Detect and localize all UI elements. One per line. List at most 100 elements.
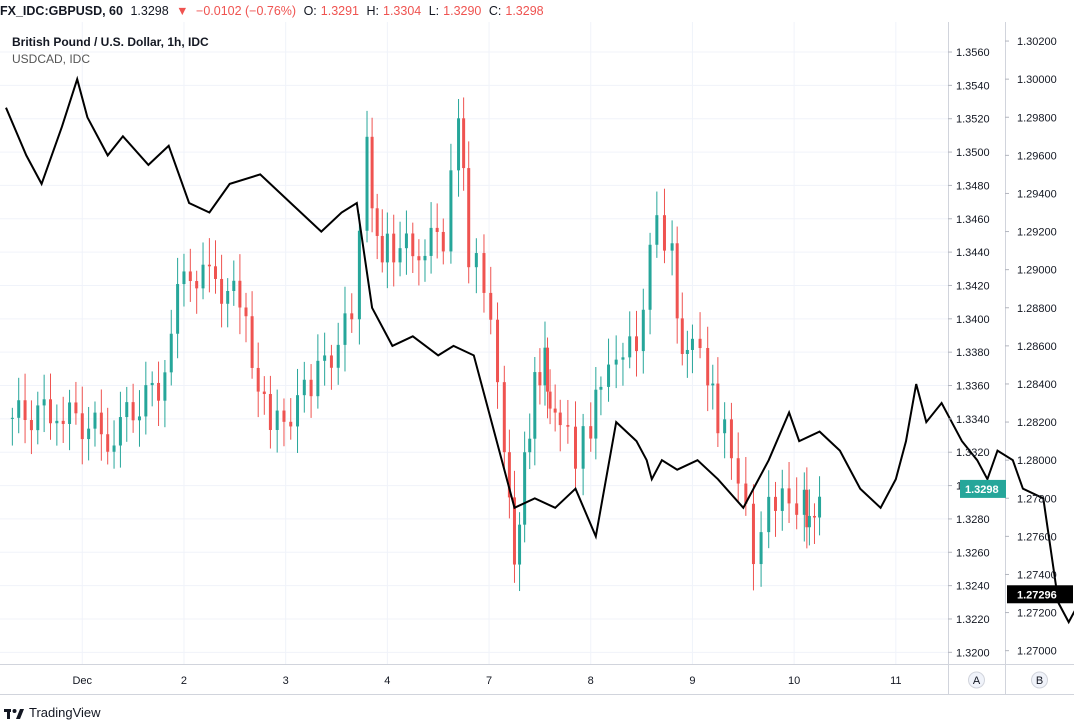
candle-body — [482, 253, 486, 293]
price-axis-a-label: 1.3360 — [956, 381, 990, 393]
time-axis-label: 3 — [283, 675, 289, 687]
price-axis-b: 1.30200 1.30000 1.29800 1.29600 1.29400 1.292… — [1005, 36, 1057, 658]
candle-body — [628, 336, 632, 358]
time-axis: Dec 2 3 4 7 8 9 10 11 — [72, 675, 901, 687]
axis-a-button[interactable] — [968, 671, 985, 689]
candle-body — [182, 271, 186, 285]
last-price-tag-label: 1.3298 — [965, 484, 999, 496]
price-axis-a-label: 1.3260 — [956, 547, 990, 559]
symbol-label[interactable]: FX_IDC:GBPUSD, 60 — [0, 4, 123, 18]
candle-body — [343, 313, 347, 345]
candle-body — [675, 243, 679, 319]
candle-body — [207, 264, 211, 267]
candle-body — [404, 233, 408, 249]
candle-body — [329, 355, 333, 368]
price-axis-a-label: 1.3380 — [956, 347, 990, 359]
time-axis-label: 8 — [588, 675, 594, 687]
candle-body — [807, 515, 811, 528]
candle-body — [375, 208, 379, 236]
candle-body — [268, 393, 272, 430]
price-axis-a-label: 1.3220 — [956, 614, 990, 626]
time-axis-label: 4 — [384, 675, 390, 687]
price-axis-a-label: 1.3560 — [956, 47, 990, 59]
axis-b-label: B — [1036, 675, 1043, 687]
candle-body — [496, 319, 500, 383]
candle-body — [711, 383, 715, 386]
candle-body — [256, 367, 260, 392]
price-axis-a: 1.3560 1.3540 1.3520 1.3500 1.3480 1.3460 1.34… — [948, 47, 990, 659]
time-axis-label: Dec — [72, 675, 92, 687]
candle-body — [780, 488, 784, 511]
candle-body — [767, 496, 771, 533]
candle-body — [751, 503, 755, 565]
brand-text[interactable]: TradingView — [29, 705, 101, 720]
open-label: O: — [303, 4, 317, 18]
price-axis-b-label: 1.28200 — [1017, 417, 1057, 429]
price-axis-b-label: 1.29600 — [1017, 150, 1057, 162]
price-axis-b-label: 1.29200 — [1017, 227, 1057, 239]
price-axis-b-label: 1.27000 — [1017, 646, 1057, 658]
candle-body — [607, 364, 611, 387]
candle-body — [176, 284, 180, 334]
candle-body — [238, 280, 242, 308]
candle-body — [502, 382, 506, 453]
candle-body — [680, 318, 684, 354]
candle-body — [201, 264, 205, 289]
price-axis-b-label: 1.27800 — [1017, 493, 1057, 505]
candle-body — [729, 419, 733, 459]
price-axis-b-label: 1.28000 — [1017, 455, 1057, 467]
price-axis-a-label: 1.3420 — [956, 280, 990, 292]
candle-body — [169, 333, 173, 373]
candle-body — [558, 412, 562, 426]
candle-body — [553, 408, 557, 413]
time-axis-label: 7 — [486, 675, 492, 687]
candle-body — [195, 281, 199, 289]
candle-body — [385, 233, 389, 263]
price-axis-a-label: 1.3280 — [956, 514, 990, 526]
candle-body — [523, 452, 527, 525]
candle-body — [48, 399, 52, 424]
price-axis-a-label: 1.3200 — [956, 647, 990, 659]
compare-last-price-tag-label: 1.27296 — [1017, 589, 1057, 601]
price-axis-a-label: 1.3460 — [956, 214, 990, 226]
candle-body — [662, 215, 666, 251]
change-down-icon: ▼ — [176, 4, 189, 18]
candle-body — [417, 256, 421, 261]
time-axis-label: 9 — [689, 675, 695, 687]
candle-body — [262, 391, 266, 394]
candle-body — [423, 255, 427, 261]
candle-body — [275, 410, 279, 430]
candle-body — [685, 349, 689, 354]
price-axis-a-label: 1.3340 — [956, 414, 990, 426]
last-price: 1.3298 — [130, 4, 169, 18]
candle-body — [398, 248, 402, 263]
candle-body — [538, 372, 542, 386]
price-axis-b-label: 1.27600 — [1017, 531, 1057, 543]
axis-b-button[interactable] — [1031, 671, 1048, 689]
tradingview-logo-icon — [4, 709, 24, 719]
candle-body — [566, 425, 570, 427]
candle-body — [392, 233, 396, 263]
candle-body — [80, 413, 84, 440]
time-axis-label: 11 — [890, 675, 901, 687]
candle-body — [518, 524, 522, 565]
candle-body — [655, 215, 659, 245]
legend-compare-series[interactable]: USDCAD, IDC — [12, 52, 91, 66]
price-axis-b-label: 1.29800 — [1017, 112, 1057, 124]
candle-body — [309, 379, 313, 397]
last-price-tag — [960, 479, 1006, 498]
candle-body — [736, 458, 740, 484]
candle-body — [357, 230, 361, 320]
candle-body — [411, 233, 415, 257]
price-axis-b-label: 1.28600 — [1017, 341, 1057, 353]
legend-main-series[interactable]: British Pound / U.S. Dollar, 1h, IDC — [12, 35, 209, 49]
candle-body — [773, 496, 777, 511]
candle-body — [350, 313, 354, 320]
candle-body — [213, 266, 217, 279]
symbol-header: FX_IDC:GBPUSD, 60 1.3298 ▼ −0.0102 (−0.7… — [0, 0, 1074, 22]
candle-body — [573, 426, 577, 469]
price-axis-a-label: 1.3500 — [956, 147, 990, 159]
candle-body — [250, 316, 254, 368]
candle-body — [429, 227, 433, 256]
